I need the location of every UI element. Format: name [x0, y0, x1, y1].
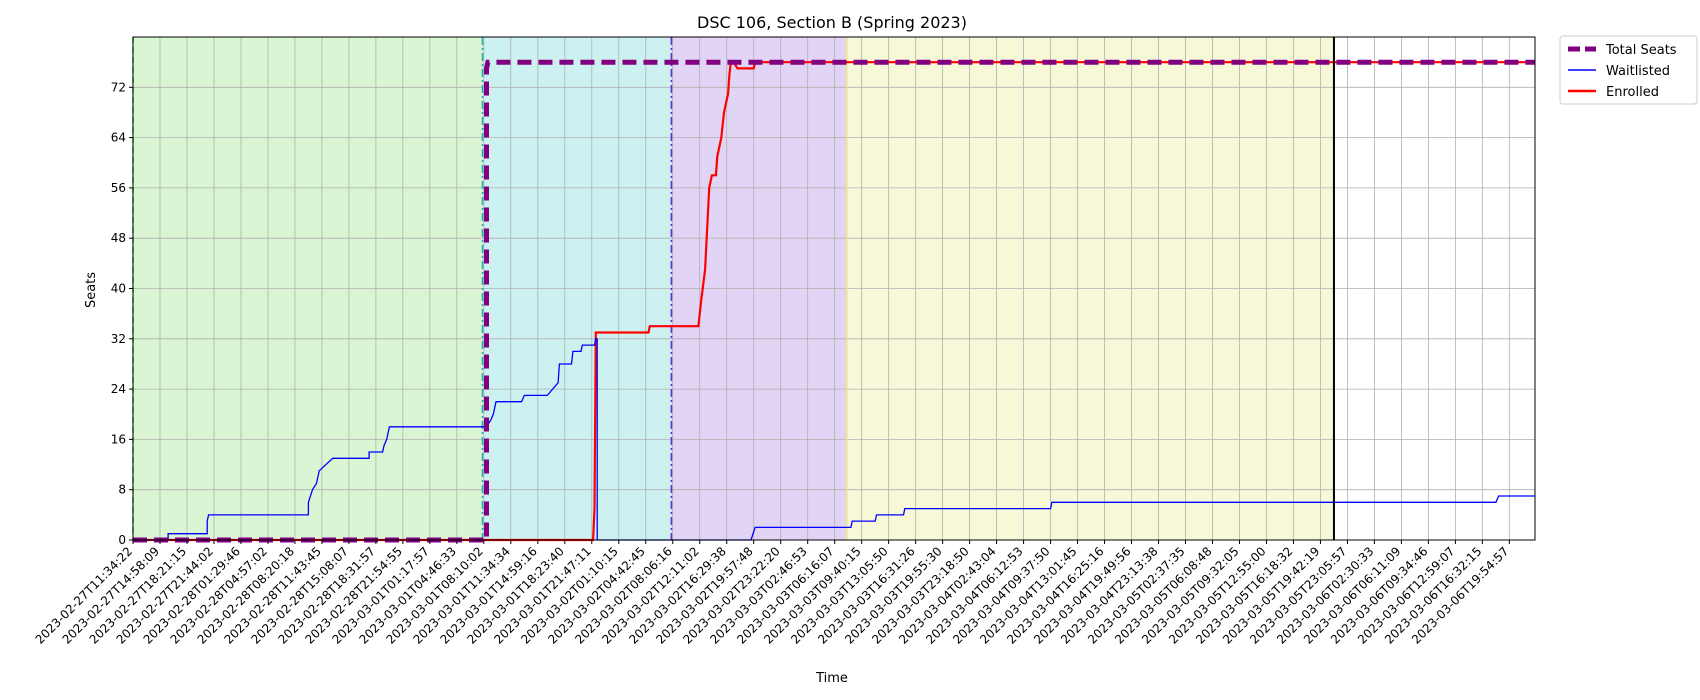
y-tick-label: 64 — [111, 131, 126, 145]
legend-label-total-seats: Total Seats — [1605, 43, 1677, 58]
y-tick-label: 72 — [111, 80, 126, 94]
legend-box — [1559, 35, 1698, 105]
y-tick-label: 8 — [118, 483, 126, 497]
series-line-waitlisted — [133, 338, 1535, 541]
y-tick-label: 0 — [118, 533, 126, 547]
y-tick-label: 56 — [111, 181, 126, 195]
x-axis: 2023-02-27T11:34:222023-02-27T14:58:0920… — [33, 540, 1511, 647]
y-tick-label: 24 — [111, 382, 126, 396]
y-tick-label: 32 — [111, 332, 126, 346]
x-axis-label: Time — [815, 671, 848, 686]
y-axis-label: Seats — [84, 272, 99, 308]
y-tick-label: 48 — [111, 231, 126, 245]
y-tick-label: 40 — [111, 282, 126, 296]
y-axis: 0 8 16 24 32 40 48 56 64 72 — [111, 80, 133, 547]
legend-label-waitlisted: Waitlisted — [1606, 64, 1670, 79]
legend-label-enrolled: Enrolled — [1606, 85, 1659, 100]
legend: Total Seats Waitlisted Enrolled — [1559, 35, 1698, 105]
chart-title: DSC 106, Section B (Spring 2023) — [697, 13, 967, 32]
y-tick-label: 16 — [111, 432, 126, 446]
